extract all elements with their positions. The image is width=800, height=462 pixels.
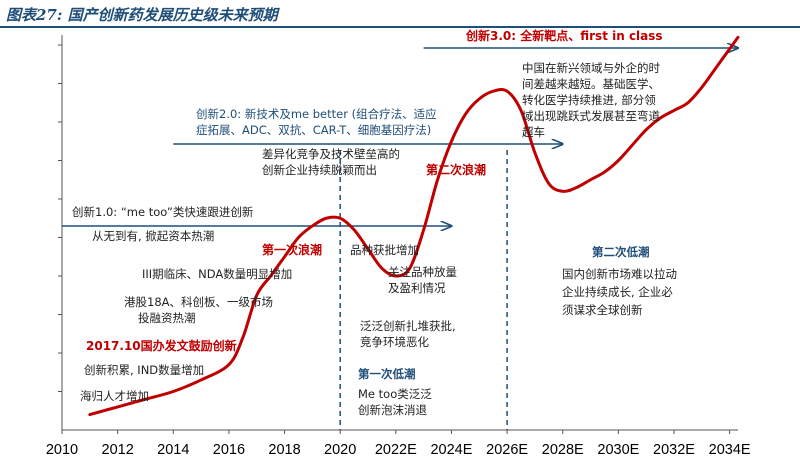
x-tick-label: 2014 — [157, 442, 189, 458]
low1-desc-line2: 创新泡沫消退 — [358, 403, 427, 417]
innov2-label-line1: 创新2.0: 新技术及me better (组合疗法、适应 — [196, 107, 437, 121]
axes-layer — [61, 35, 738, 431]
diff-competition-line1: 差异化竞争及技术壁垒高的 — [262, 147, 400, 161]
innov1-label: 创新1.0: “me too”类快速跟进创新 — [72, 205, 254, 219]
low2-title: 第二次低潮 — [592, 245, 650, 259]
herd-line2: 竞争环境恶化 — [360, 335, 429, 349]
x-tick-label: 2032E — [653, 442, 695, 458]
low1-desc-line1: Me too类泛泛 — [358, 387, 432, 401]
series-layer — [88, 35, 740, 417]
x-tick-label: 2026E — [486, 442, 528, 458]
wave2-label: 第二次浪潮 — [426, 162, 486, 177]
innov3-desc-line1: 中国在新兴领域与外企的时 — [522, 61, 660, 75]
focus-volume-line2: 及盈利情况 — [388, 281, 446, 295]
chart-title: 图表27: 国产创新药发展历史级未来预期 — [6, 6, 278, 24]
hk18a-line1: 港股18A、科创板、一级市场 — [124, 295, 273, 309]
approval-up-label: 品种获批增加 — [350, 243, 419, 257]
era-arrows-layer — [62, 48, 738, 226]
innov2-label-line2: 症拓展、ADC、双抗、CAR-T、细胞基因疗法) — [196, 123, 431, 137]
innov3-desc-line5: 超车 — [522, 125, 545, 139]
policy-2017-label: 2017.10国办发文鼓励创新 — [86, 338, 237, 353]
x-tick-label: 2010 — [46, 442, 78, 458]
x-tick-label: 2034E — [709, 442, 751, 458]
innov3-desc-line3: 转化医学持续推进, 部分领 — [522, 93, 656, 107]
low2-desc-line3: 须谋求全球创新 — [562, 303, 643, 317]
phase3-label: III期临床、NDA数量明显增加 — [142, 267, 292, 281]
wave1-label: 第一次浪潮 — [262, 242, 322, 257]
x-tick-label: 2028E — [542, 442, 584, 458]
focus-volume-line1: 关注品种放量 — [388, 265, 457, 279]
low2-desc-line1: 国内创新市场难以拉动 — [562, 267, 677, 281]
gridlines-layer — [58, 44, 62, 392]
low1-title: 第一次低潮 — [358, 367, 416, 381]
x-tick-label: 2012 — [102, 442, 134, 458]
x-tick-label: 2020 — [324, 442, 356, 458]
annotations-layer: 创新3.0: 全新靶点、first in class 创新2.0: 新技术及me… — [72, 28, 677, 417]
x-tick-labels-layer: 2010 2012 2014 2016 2018 2020 2022E 2024E 2026E 2… — [46, 430, 751, 458]
herd-line1: 泛泛创新扎堆获批, — [360, 319, 456, 333]
innov3-desc-line4: 域出现跳跃式发展甚至弯道 — [522, 109, 660, 123]
innov3-label: 创新3.0: 全新靶点、first in class — [465, 28, 663, 43]
x-tick-label: 2018 — [268, 442, 300, 458]
innov3-desc-line2: 间差越来越短。基础医学、 — [522, 77, 660, 91]
x-tick-label: 2030E — [597, 442, 639, 458]
series-line-0 — [88, 35, 740, 417]
title-underline — [0, 26, 800, 28]
x-tick-label: 2016 — [213, 442, 245, 458]
hk18a-line2: 投融资热潮 — [138, 311, 196, 325]
x-tick-label: 2022E — [375, 442, 417, 458]
from-nothing-label: 从无到有, 掀起资本热潮 — [92, 229, 214, 243]
diff-competition-line2: 创新企业持续脱颖而出 — [262, 163, 377, 177]
ind-label: 创新积累, IND数量增加 — [84, 363, 204, 377]
x-tick-label: 2024E — [430, 442, 472, 458]
returnees-label: 海归人才增加 — [80, 389, 149, 403]
divider-lines-layer — [339, 150, 508, 430]
low2-desc-line2: 企业持续成长, 企业必 — [562, 285, 673, 299]
